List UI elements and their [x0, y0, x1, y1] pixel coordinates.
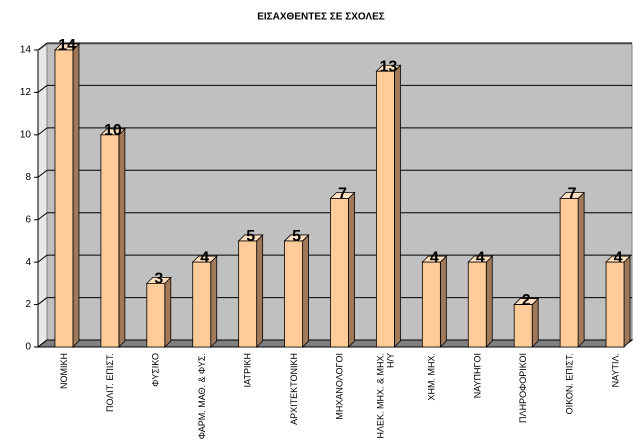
bar: [421, 255, 448, 348]
bar: [145, 276, 172, 348]
bar: [99, 127, 126, 348]
bar-front: [467, 261, 487, 348]
data-label: 4: [430, 249, 439, 266]
bar: [605, 255, 632, 348]
x-tick-label: ΝΑΥΠΗΓΟΙ: [472, 353, 483, 399]
bar-front: [513, 304, 533, 348]
bar-side: [118, 127, 126, 348]
x-tick-label: ΑΡΧΙΤΕΚΤΟΝΙΚΗ: [288, 353, 299, 425]
y-tick-label: 14: [20, 45, 32, 56]
data-label: 4: [614, 249, 623, 266]
bar: [53, 43, 80, 348]
data-label: 5: [246, 228, 255, 245]
data-label: 7: [568, 186, 577, 203]
bar-front: [238, 240, 258, 348]
bar: [237, 233, 264, 348]
y-tick-label: 8: [25, 172, 31, 183]
x-tick-label: ΟΙΚΟΝ. ΕΠΙΣΤ.: [564, 353, 575, 415]
x-tick-label: ΦΑΡΜ. ΜΑΘ. & ΦΥΣ.: [196, 353, 207, 440]
chart-title: ΕΙΣΑΧΘΕΝΤΕΣ ΣΕ ΣΧΟΛΕΣ: [257, 12, 385, 23]
bar-side: [348, 191, 355, 348]
y-tick-label: 2: [25, 299, 31, 310]
data-label: 4: [476, 249, 485, 266]
bar-front: [605, 261, 625, 348]
grid-line: [37, 42, 48, 51]
bar-front: [559, 198, 579, 348]
bar-side: [623, 255, 631, 348]
bar: [375, 64, 402, 348]
bar-side: [394, 64, 401, 348]
data-label: 5: [292, 228, 301, 245]
x-tick-label: ΗΛΕΚ. ΜΗΧ. & ΜΗΧ. Η/Υ: [375, 353, 396, 439]
x-tick-label: ΙΑΤΡΙΚΗ: [242, 353, 253, 388]
bar-front: [100, 134, 120, 348]
bar-front: [421, 261, 441, 348]
data-label: 10: [104, 122, 122, 139]
grid-line: [37, 339, 48, 348]
data-label: 4: [200, 249, 209, 266]
x-tick-label: ΦΥΣΙΚΟ: [150, 353, 161, 387]
bar-side: [577, 191, 585, 348]
bar-front: [376, 70, 395, 348]
y-tick-label: 10: [20, 129, 32, 140]
bar: [513, 297, 540, 348]
bar-front: [146, 282, 166, 348]
y-tick-label: 12: [20, 87, 32, 98]
x-tick-label: ΧΗΜ. ΜΗΧ.: [426, 353, 437, 401]
grid-line: [37, 212, 48, 221]
x-tick-label: ΜΗΧΑΝΟΛΟΓΟΙ: [334, 353, 345, 420]
bar: [191, 255, 218, 348]
data-label: 3: [154, 271, 163, 288]
y-tick-label: 6: [25, 214, 31, 225]
data-label: 13: [380, 58, 398, 75]
data-label: 7: [338, 186, 347, 203]
bar-side: [531, 297, 539, 348]
grid-line: [37, 85, 48, 93]
bar-side: [164, 276, 172, 348]
bar-side: [485, 255, 493, 348]
x-tick-label: ΝΑΥΤΙΛ.: [610, 353, 621, 388]
bar-front: [284, 240, 303, 348]
x-tick-label: ΠΟΛΙΤ. ΕΠΙΣΤ.: [104, 353, 115, 412]
bar-side: [72, 43, 80, 348]
bar: [467, 255, 494, 348]
bar-front: [192, 261, 212, 348]
grid-line: [37, 297, 48, 305]
bar-side: [210, 255, 218, 348]
y-tick-label: 4: [25, 257, 31, 268]
y-tick-label: 0: [25, 342, 31, 353]
bar: [283, 233, 310, 348]
x-tick-label: ΝΟΜΙΚΗ: [58, 353, 69, 389]
bar-side: [439, 255, 447, 348]
grid-line: [37, 127, 48, 136]
bar-side: [256, 233, 264, 348]
grid-line: [37, 169, 48, 178]
grid-line: [37, 254, 48, 263]
bar-side: [302, 233, 309, 348]
bar-front: [330, 198, 349, 348]
bar-front: [54, 49, 74, 348]
data-label: 14: [58, 37, 76, 54]
bar: [329, 191, 356, 348]
bar: [559, 191, 586, 348]
x-tick-label: ΠΛΗΡΟΦΟΡΙΚΟΙ: [518, 353, 529, 423]
data-label: 2: [522, 292, 531, 309]
